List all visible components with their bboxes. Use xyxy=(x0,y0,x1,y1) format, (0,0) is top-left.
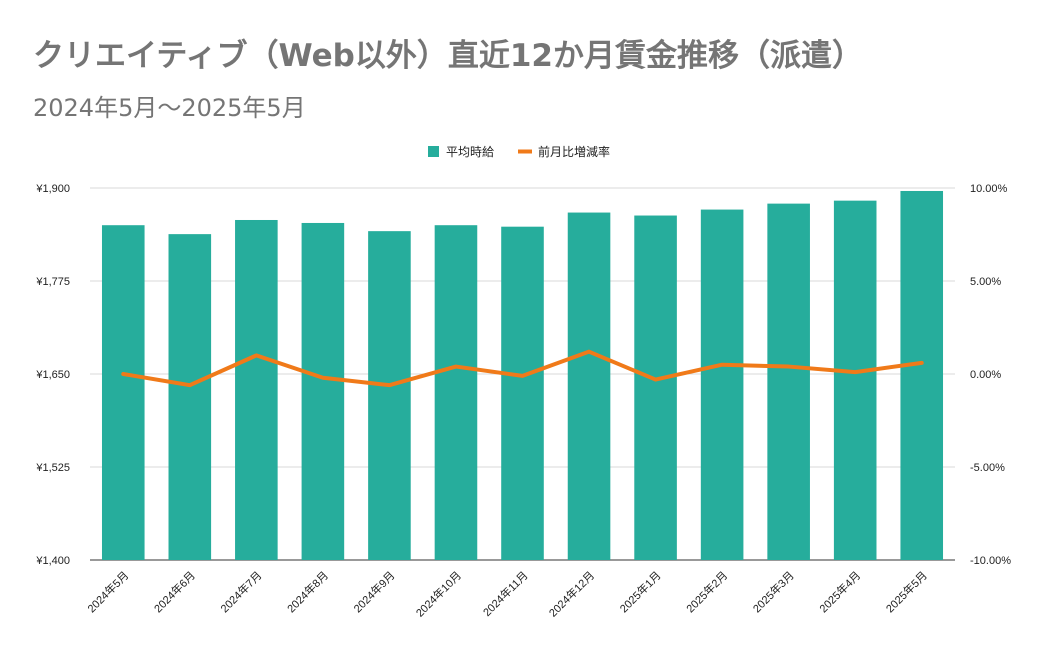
legend-swatch-bar xyxy=(428,146,439,157)
right-tick-label: 10.00% xyxy=(970,183,1008,195)
chart-subtitle: 2024年5月～2025年5月 xyxy=(33,94,306,122)
bar xyxy=(235,219,278,560)
left-tick-label: ¥1,900 xyxy=(35,183,70,195)
x-tick-label: 2025年1月 xyxy=(617,568,664,615)
left-tick-label: ¥1,650 xyxy=(35,369,70,381)
x-tick-label: 2025年5月 xyxy=(883,568,930,615)
bar xyxy=(634,215,677,560)
bar xyxy=(900,190,944,560)
left-tick-label: ¥1,525 xyxy=(35,462,70,474)
bar xyxy=(168,234,212,561)
x-tick-label: 2024年6月 xyxy=(151,568,198,615)
right-tick-label: 5.00% xyxy=(970,276,1001,288)
chart-title: クリエイティブ（Web以外）直近12か月賃金推移（派遣） xyxy=(33,38,863,74)
bar xyxy=(767,203,810,560)
x-tick-label: 2024年12月 xyxy=(546,568,597,619)
left-tick-label: ¥1,400 xyxy=(35,555,70,567)
bar-series xyxy=(101,190,944,561)
left-axis-labels: ¥1,400 ¥1,525 ¥1,650 ¥1,775 ¥1,900 xyxy=(35,183,70,567)
bar xyxy=(101,225,145,560)
x-tick-label: 2024年10月 xyxy=(413,568,464,619)
bar xyxy=(368,231,411,561)
x-tick-label: 2025年4月 xyxy=(816,568,863,615)
x-tick-label: 2025年3月 xyxy=(750,568,797,615)
bar xyxy=(501,226,544,561)
x-tick-label: 2024年11月 xyxy=(480,568,531,619)
legend-label-line: 前月比増減率 xyxy=(538,144,610,159)
bar xyxy=(434,225,478,560)
legend: 平均時給 前月比増減率 xyxy=(428,144,610,159)
legend-label-bar: 平均時給 xyxy=(446,145,494,159)
left-tick-label: ¥1,775 xyxy=(35,276,70,288)
bar xyxy=(833,200,877,560)
right-tick-label: -5.00% xyxy=(970,462,1005,474)
x-tick-label: 2024年7月 xyxy=(217,568,264,615)
x-tick-label: 2025年2月 xyxy=(683,568,730,615)
bar xyxy=(700,209,744,561)
bar xyxy=(567,212,611,560)
right-tick-label: 0.00% xyxy=(970,369,1001,381)
x-tick-label: 2024年5月 xyxy=(84,568,131,615)
x-axis-labels: 2024年5月 2024年6月 2024年7月 2024年8月 2024年9月 2024年… xyxy=(84,568,930,619)
right-tick-label: -10.00% xyxy=(970,555,1011,567)
x-tick-label: 2024年8月 xyxy=(284,568,331,615)
x-tick-label: 2024年9月 xyxy=(350,568,397,615)
bar xyxy=(301,222,345,560)
right-axis-labels: -10.00% -5.00% 0.00% 5.00% 10.00% xyxy=(970,183,1011,567)
line-series xyxy=(121,349,924,388)
